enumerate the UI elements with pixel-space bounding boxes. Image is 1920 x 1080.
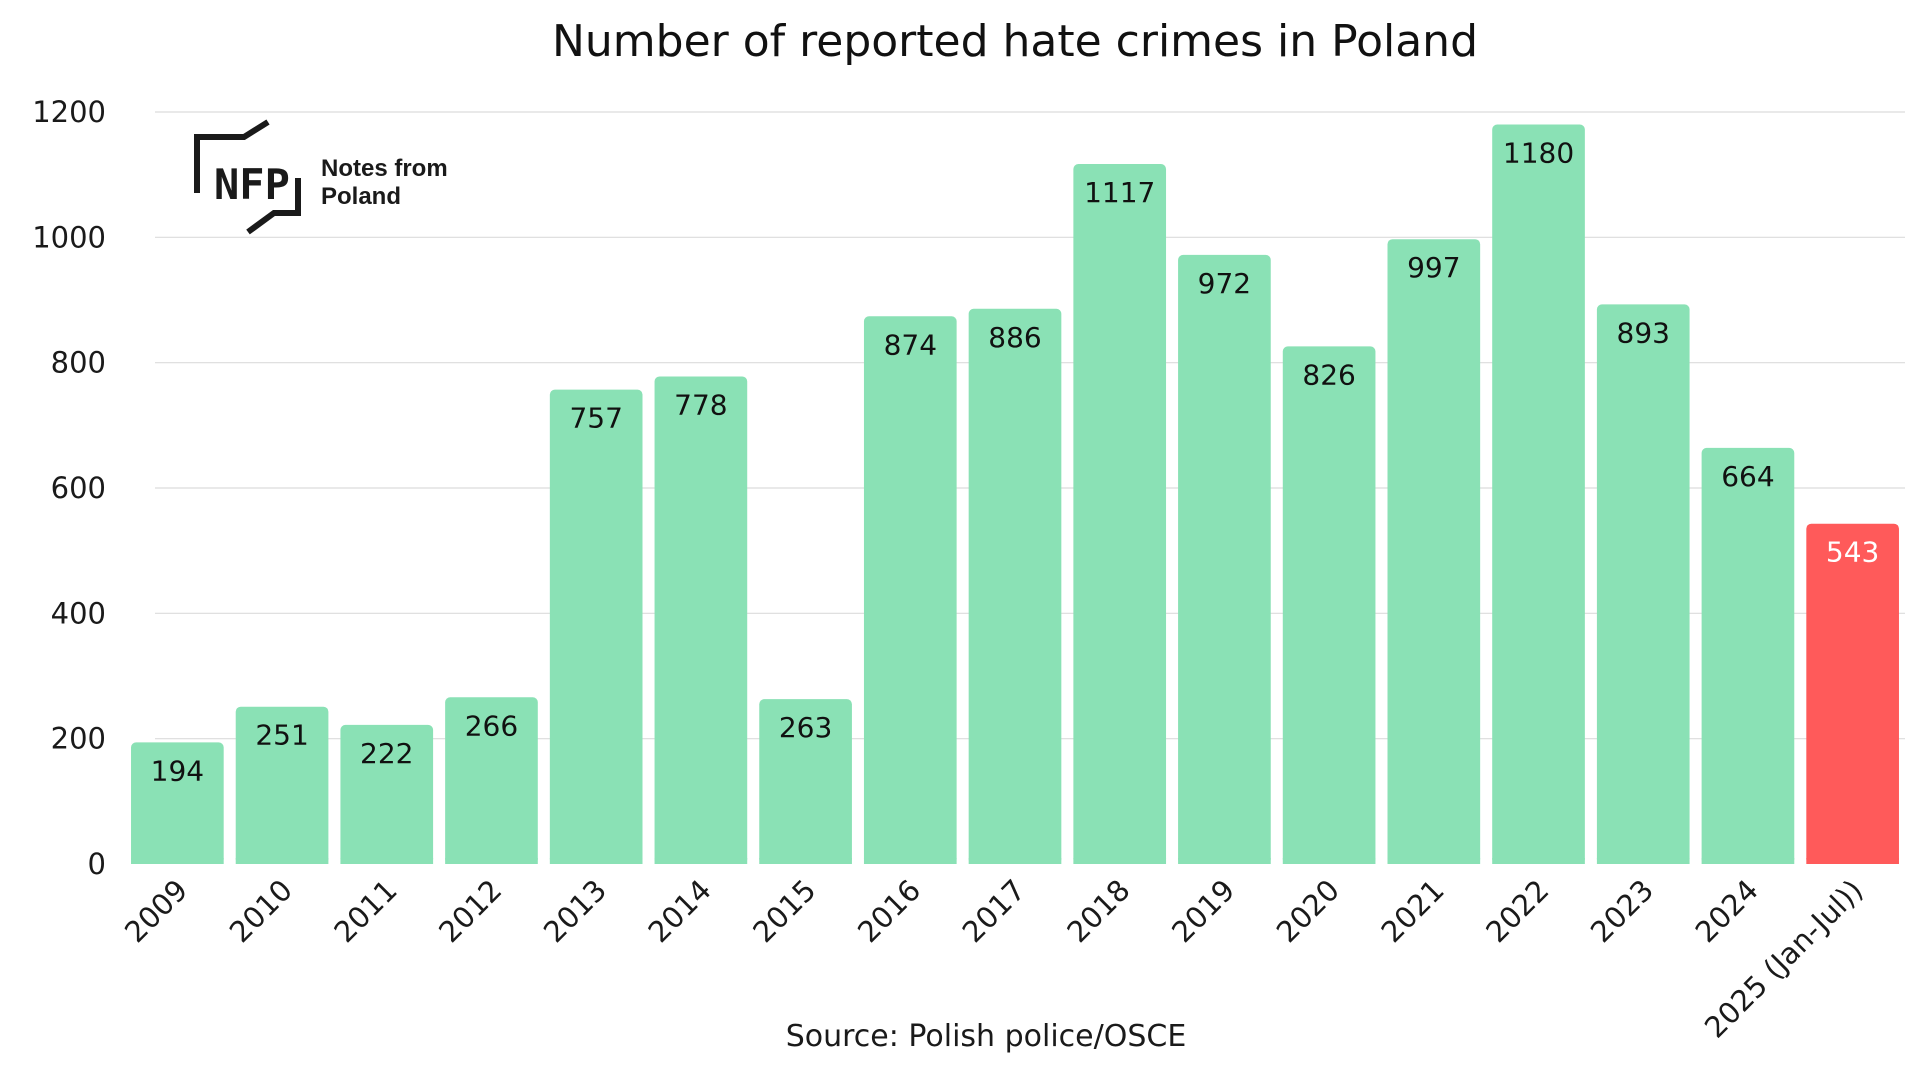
data-label: 194 — [151, 754, 204, 787]
bar-base — [1701, 858, 1795, 864]
bar-base — [235, 858, 329, 864]
data-label: 826 — [1302, 358, 1355, 391]
bar-base — [863, 858, 957, 864]
x-tick-label: 2018 — [1060, 873, 1136, 949]
bar-base — [759, 858, 852, 864]
bar-base — [445, 858, 538, 864]
y-tick-label: 1200 — [32, 95, 106, 129]
x-tick-label: 2014 — [642, 873, 718, 949]
x-tick-label: 2012 — [432, 873, 508, 949]
bar-2014 — [654, 376, 748, 864]
bar-base — [1387, 858, 1481, 864]
data-label: 251 — [255, 719, 308, 752]
logo-line-2: Poland — [321, 183, 401, 210]
x-tick-label: 2021 — [1375, 873, 1451, 949]
bar-2015 — [759, 699, 852, 864]
x-tick-label: 2016 — [851, 873, 927, 949]
data-label: 222 — [360, 737, 413, 770]
data-label: 263 — [779, 711, 832, 744]
bar-base — [1596, 858, 1690, 864]
logo-abbrev: NFP — [214, 160, 290, 209]
x-tick-label: 2013 — [537, 873, 613, 949]
data-label: 997 — [1407, 251, 1460, 284]
bar-base — [968, 858, 1062, 864]
bar-2022 — [1492, 124, 1585, 865]
bar-2020 — [1282, 346, 1376, 865]
data-label: 664 — [1721, 460, 1774, 493]
y-tick-label: 800 — [51, 346, 106, 380]
bars: 194 251 222 266 757 778 263 874 886 1117 972 826 997… — [131, 124, 1899, 865]
x-tick-label: 2011 — [327, 873, 403, 949]
x-tick-label: 2017 — [956, 873, 1032, 949]
y-tick-label: 1000 — [32, 220, 106, 254]
bar-base — [1282, 858, 1376, 864]
bar-base — [1492, 858, 1585, 864]
data-label: 893 — [1617, 316, 1670, 349]
data-label: 543 — [1826, 536, 1879, 569]
bar-base — [549, 858, 643, 864]
y-tick-label: 200 — [51, 722, 106, 756]
x-tick-label: 2009 — [118, 873, 194, 949]
bar-2021 — [1387, 239, 1481, 865]
bar-base — [1178, 858, 1271, 864]
x-tick-label: 2023 — [1584, 873, 1660, 949]
bar-base — [1073, 858, 1167, 864]
bar-2012 — [445, 697, 538, 864]
bar-2010 — [235, 706, 329, 864]
x-tick-label: 2024 — [1689, 873, 1765, 949]
data-label: 266 — [465, 709, 518, 742]
x-tick-label: 2020 — [1270, 873, 1346, 949]
bar-2018 — [1073, 164, 1167, 865]
source-note: Source: Polish police/OSCE — [786, 1019, 1187, 1054]
bar-base — [1806, 858, 1899, 864]
data-label: 1117 — [1084, 176, 1155, 209]
bar-2025-jan-jul — [1806, 523, 1899, 864]
nfp-logo: NFP Notes from Poland — [194, 119, 448, 235]
bar-2017 — [968, 308, 1062, 865]
data-label: 1180 — [1503, 137, 1574, 170]
x-tick-label: 2010 — [223, 873, 299, 949]
x-tick-label: 2015 — [746, 873, 822, 949]
y-tick-label: 600 — [51, 471, 106, 505]
logo-line-1: Notes from — [321, 155, 448, 182]
y-tick-label: 400 — [51, 596, 106, 630]
bar-2011 — [340, 724, 434, 864]
bar-2023 — [1596, 304, 1690, 864]
x-tick-label: 2019 — [1165, 873, 1241, 949]
chart-title: Number of reported hate crimes in Poland — [552, 16, 1478, 67]
data-label: 778 — [674, 388, 727, 421]
data-label: 886 — [988, 321, 1041, 354]
bar-2024 — [1701, 447, 1795, 864]
bar-base — [654, 858, 748, 864]
y-axis: 0 200 400 600 800 1000 1200 — [32, 95, 106, 881]
bar-2013 — [549, 389, 643, 864]
y-tick-label: 0 — [88, 847, 106, 881]
x-tick-label: 2022 — [1479, 873, 1555, 949]
bar-2009 — [131, 742, 224, 864]
data-label: 757 — [569, 402, 622, 435]
logo-bracket-icon — [246, 178, 301, 235]
data-label: 972 — [1198, 267, 1251, 300]
data-label: 874 — [884, 328, 937, 361]
logo-bracket-icon — [194, 119, 270, 193]
bar-2016 — [863, 316, 957, 864]
bar-base — [131, 858, 224, 864]
bar-2019 — [1178, 254, 1271, 864]
bar-base — [340, 858, 434, 864]
